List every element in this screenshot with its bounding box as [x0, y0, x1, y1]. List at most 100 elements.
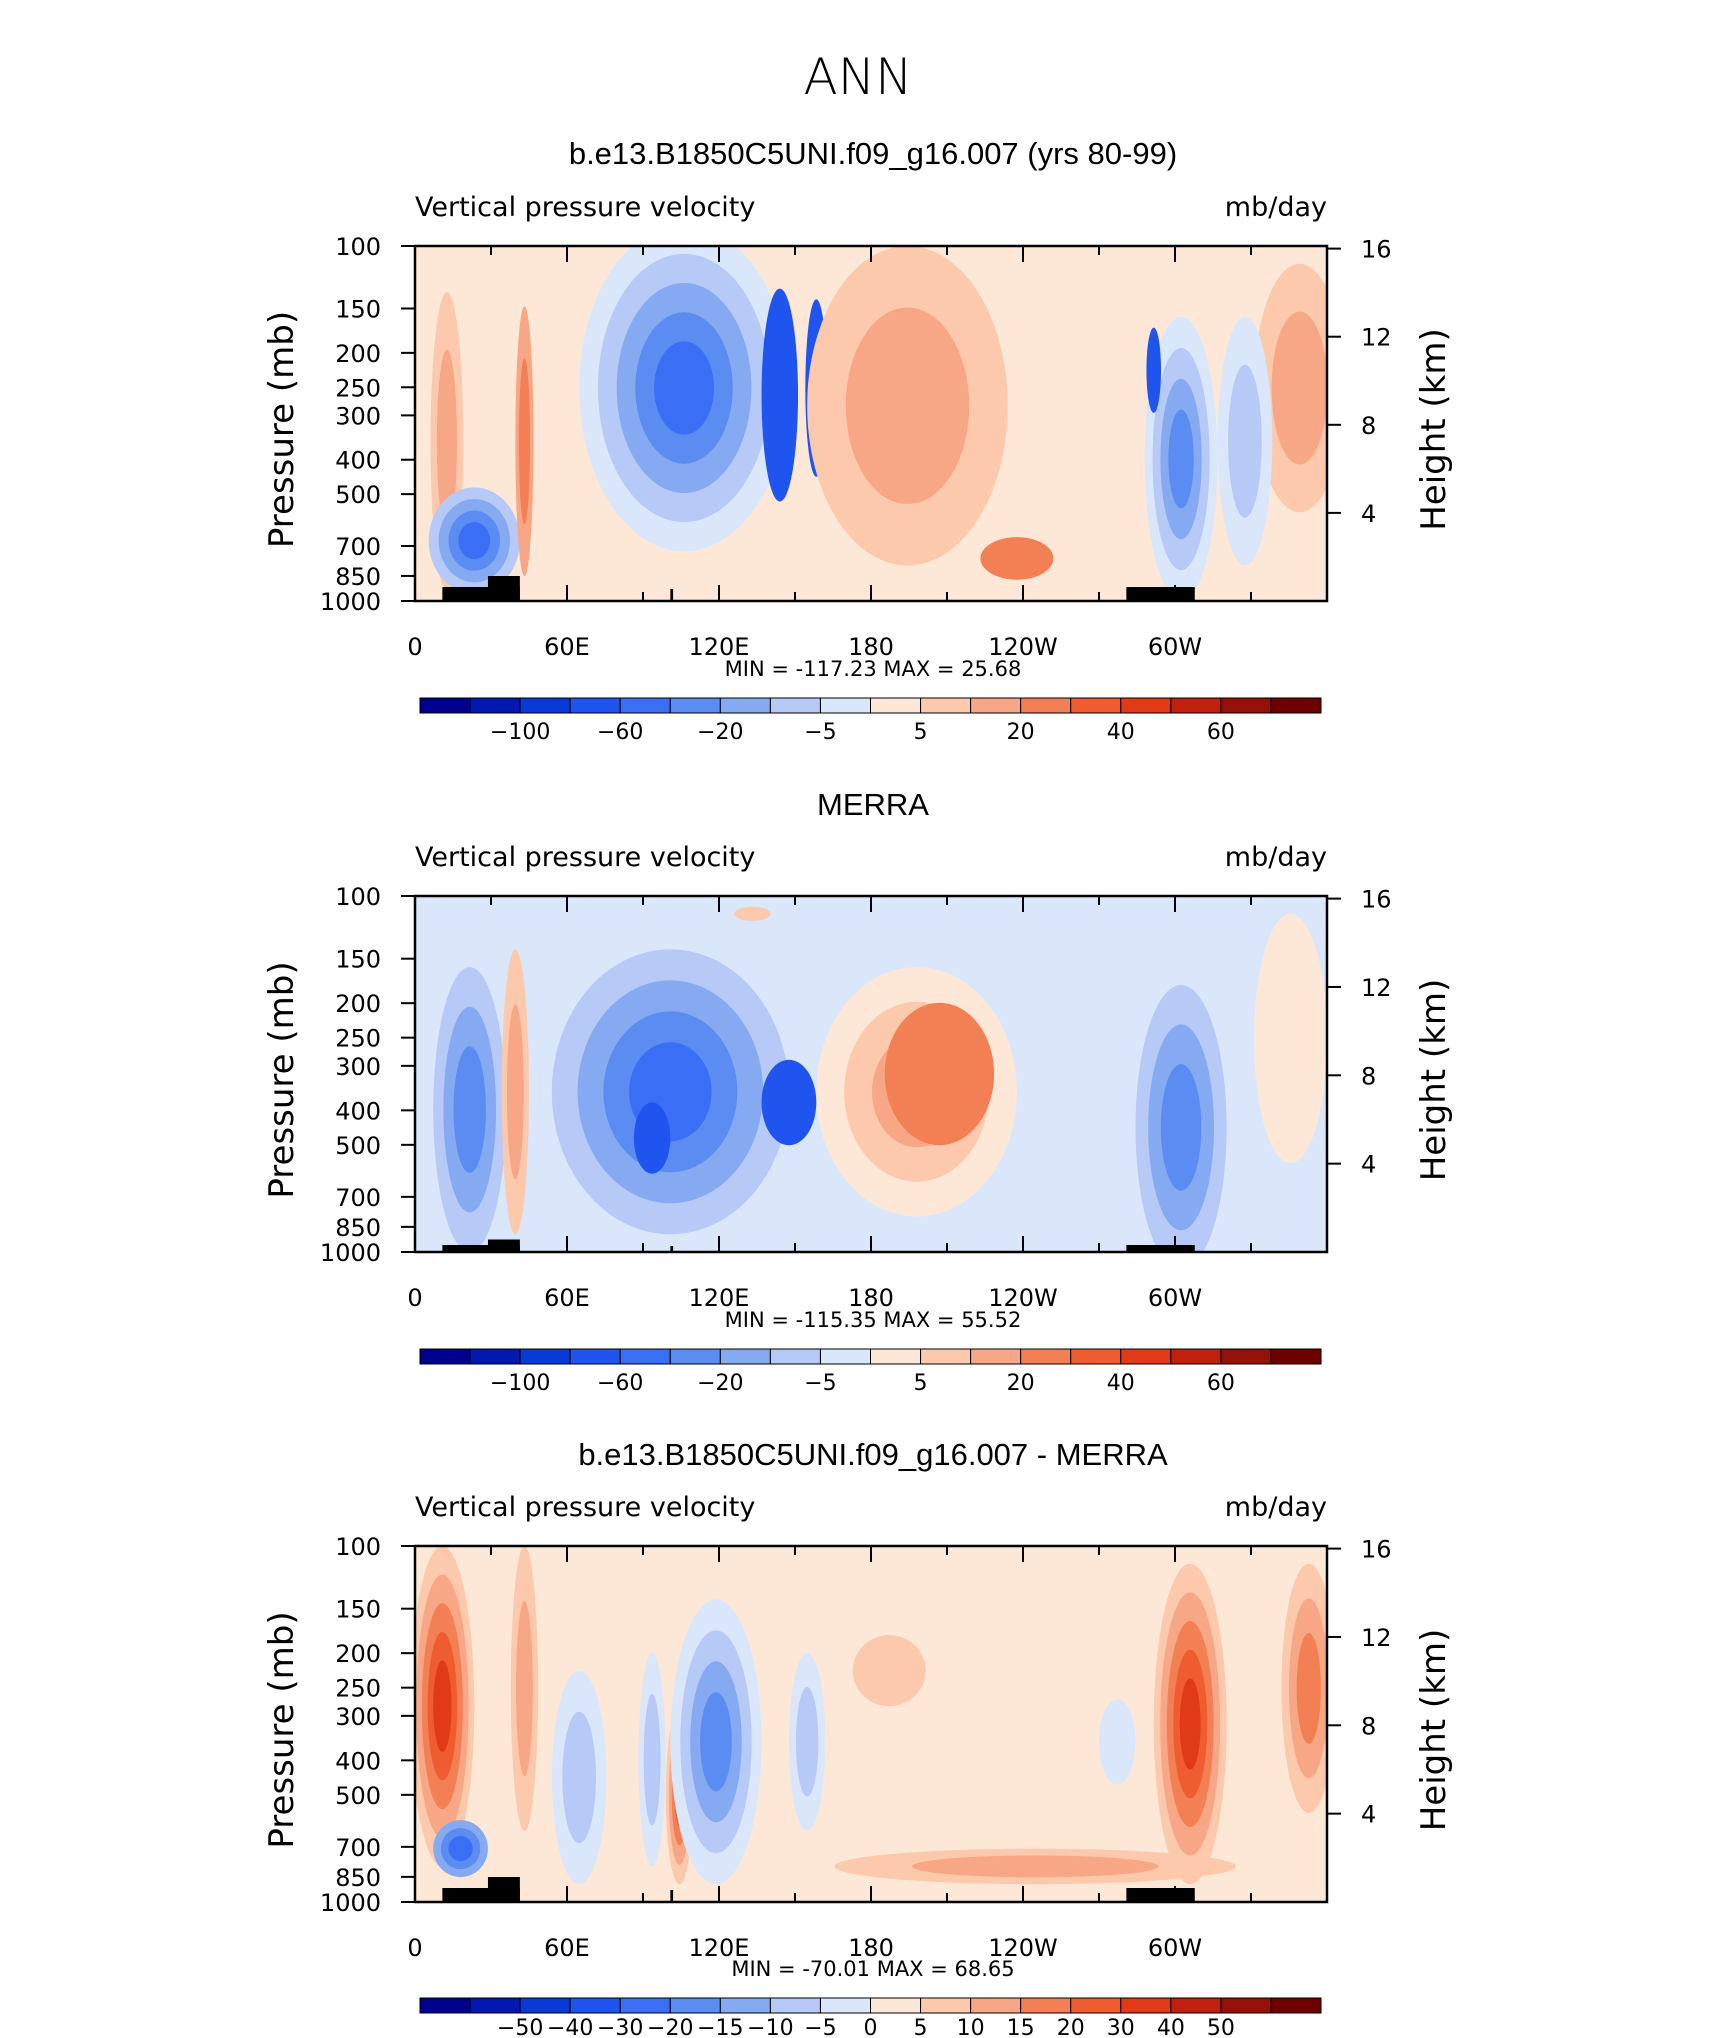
x-tick-label: 0	[407, 633, 422, 661]
topography-mask	[487, 576, 520, 601]
y-tick-label: 150	[335, 946, 381, 974]
colorbar-box	[669, 697, 721, 714]
x-tick-label: 180	[848, 1934, 894, 1962]
contour-fill	[453, 1046, 486, 1173]
colorbar-label: 50	[1207, 2016, 1235, 2038]
colorbar-box	[1020, 697, 1072, 714]
colorbar-box	[1020, 1997, 1072, 2014]
colorbar-box	[1120, 1997, 1172, 2014]
units-label: mb/day	[1225, 192, 1327, 223]
colorbar-box	[1220, 697, 1272, 714]
colorbar-box	[669, 1997, 721, 2014]
colorbar-label: −20	[647, 2016, 693, 2038]
topography-mask	[487, 1239, 520, 1252]
colorbar-label: 40	[1157, 2016, 1185, 2038]
colorbar-box	[719, 1348, 771, 1365]
contour-fill	[1179, 1678, 1201, 1770]
y-tick-label: 250	[335, 1675, 381, 1703]
colorbar-box	[819, 1997, 872, 2014]
colorbar-box	[469, 697, 521, 714]
y-tick-label: 850	[335, 1864, 381, 1892]
colorbar-box	[1120, 697, 1172, 714]
min-max-text: MIN = -117.23 MAX = 25.68	[725, 657, 1022, 681]
colorbar-label: −15	[697, 2016, 743, 2038]
contour-fill	[433, 1660, 452, 1752]
contour-fill	[761, 1059, 817, 1146]
colorbar-box	[1170, 1348, 1222, 1365]
colorbar-box	[920, 1348, 972, 1365]
colorbar-label: 20	[1057, 2016, 1085, 2038]
colorbar-box	[920, 697, 972, 714]
min-max-text: MIN = -115.35 MAX = 55.52	[725, 1308, 1022, 1332]
panel-title: b.e13.B1850C5UNI.f09_g16.007 - MERRA	[578, 1437, 1168, 1472]
colorbar-box	[419, 1997, 471, 2014]
y2-tick-label: 12	[1361, 974, 1392, 1002]
y2-tick-label: 4	[1361, 500, 1376, 528]
colorbar-box	[569, 697, 621, 714]
y2-tick-label: 8	[1361, 1712, 1376, 1740]
colorbar-label: 60	[1207, 720, 1235, 745]
colorbar-label: 5	[914, 1371, 928, 1396]
y-tick-label: 300	[335, 1703, 381, 1731]
colorbar-label: −20	[697, 720, 743, 745]
contour-fill	[1296, 1633, 1321, 1744]
x-tick-label: 180	[848, 1284, 894, 1312]
colorbar-box	[1270, 1997, 1322, 2014]
contour-fill	[516, 1600, 533, 1777]
x-tick-label: 0	[407, 1934, 422, 1962]
topography-mask	[487, 1877, 520, 1902]
contour-fill	[643, 1693, 661, 1826]
colorbar-box	[870, 697, 922, 714]
colorbar-box	[1020, 1348, 1072, 1365]
colorbar-box	[870, 1997, 922, 2014]
contour-fill	[911, 1855, 1159, 1878]
contour-fill	[884, 1002, 995, 1146]
colorbar-box	[1270, 697, 1322, 714]
contour-fill	[506, 1004, 524, 1180]
y-tick-label: 500	[335, 1782, 381, 1810]
y-tick-label: 1000	[320, 1239, 381, 1267]
colorbar-label: 10	[957, 2016, 985, 2038]
x-tick-label: 60W	[1148, 1284, 1202, 1312]
y-tick-label: 1000	[320, 1889, 381, 1917]
colorbar-label: 5	[914, 2016, 928, 2038]
y-tick-label: 850	[335, 563, 381, 591]
topography-mask	[670, 1890, 674, 1902]
colorbar-box	[769, 1348, 821, 1365]
colorbar: −100 −60 −20 −5 5 20 40 60	[419, 697, 1322, 745]
colorbar: −100 −60 −20 −5 5 20 40 60	[419, 1348, 1322, 1396]
field-label: Vertical pressure velocity	[415, 1492, 755, 1523]
contour-fill	[734, 906, 771, 921]
colorbar-box	[519, 1348, 571, 1365]
panel-3: b.e13.B1850C5UNI.f09_g16.007 - MERRA Vert…	[262, 1437, 1454, 2038]
y2-tick-label: 12	[1361, 324, 1392, 352]
x-tick-label: 120W	[988, 1934, 1058, 1962]
colorbar-box	[769, 697, 821, 714]
y-tick-label: 250	[335, 1025, 381, 1053]
colorbar-box	[469, 1997, 521, 2014]
y-tick-label: 200	[335, 990, 381, 1018]
topography-mask	[442, 1245, 520, 1252]
y-tick-label: 200	[335, 1640, 381, 1668]
x-tick-label: 60E	[544, 1284, 590, 1312]
colorbar-box	[1070, 1348, 1122, 1365]
x-tick-label: 120W	[988, 1284, 1058, 1312]
x-tick-label: 120E	[689, 1934, 750, 1962]
y2-axis-label: Height (km)	[1414, 979, 1454, 1182]
colorbar-label: 5	[914, 720, 928, 745]
y-axis-label: Pressure (mb)	[262, 1611, 302, 1848]
panel-title: MERRA	[817, 787, 929, 822]
y-tick-label: 1000	[320, 588, 381, 616]
y2-axis-label: Height (km)	[1414, 328, 1454, 531]
y-axis-label: Pressure (mb)	[262, 961, 302, 1198]
colorbar-box	[619, 1348, 671, 1365]
y-tick-label: 400	[335, 447, 381, 475]
y-tick-label: 400	[335, 1747, 381, 1775]
colorbar-box	[1170, 697, 1222, 714]
y2-tick-label: 16	[1361, 236, 1392, 264]
x-tick-label: 60E	[544, 1934, 590, 1962]
contour-fill	[562, 1711, 596, 1844]
y2-tick-label: 4	[1361, 1151, 1376, 1179]
colorbar-box	[569, 1348, 621, 1365]
